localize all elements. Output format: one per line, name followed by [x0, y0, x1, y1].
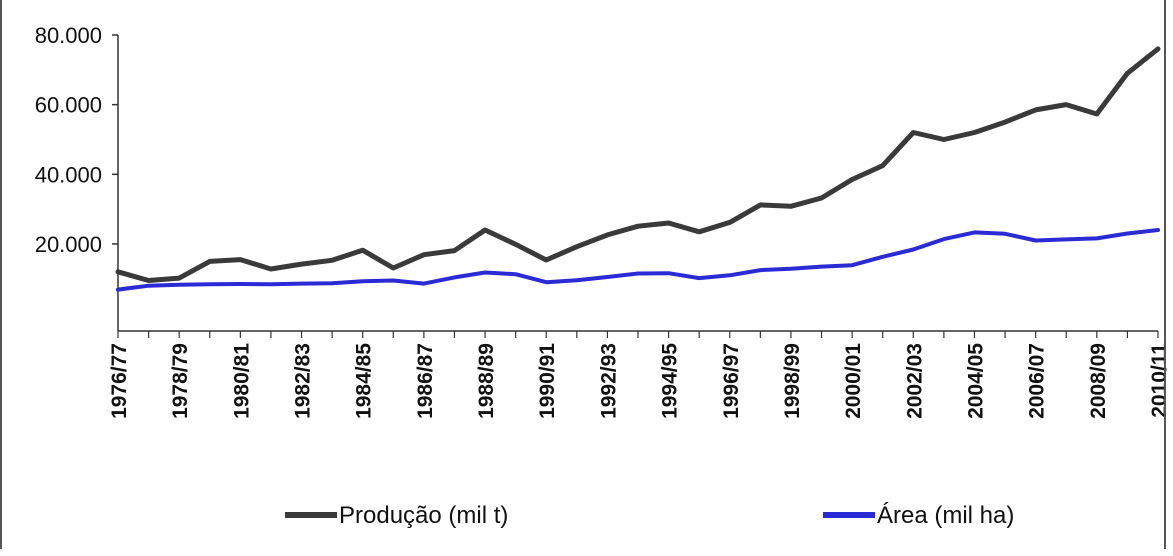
x-tick-label: 1980/81	[230, 343, 253, 419]
legend-item-producao: Produção (mil t)	[285, 502, 508, 529]
x-tick-label: 1996/97	[720, 343, 743, 419]
x-tick-label: 1998/99	[781, 343, 804, 419]
y-tick-label: 40.000	[35, 162, 102, 187]
x-tick-label: 1988/89	[475, 343, 498, 419]
x-tick-label: 1994/95	[659, 343, 682, 419]
y-tick-label: 60.000	[35, 93, 102, 118]
series-line-producao	[115, 46, 1161, 283]
series-line-area	[116, 228, 1160, 292]
x-tick-label: 1992/93	[597, 343, 620, 419]
x-tick-label: 2004/05	[964, 343, 987, 419]
x-tick-label: 2002/03	[903, 343, 926, 419]
y-tick-label: 20.000	[35, 232, 102, 257]
y-tick-label: 80.000	[35, 23, 102, 48]
legend-label: Área (mil ha)	[877, 502, 1014, 529]
x-tick-label: 1990/91	[536, 343, 559, 419]
legend-item-area: Área (mil ha)	[823, 502, 1014, 529]
x-tick-label: 2000/01	[842, 343, 865, 419]
legend-label: Produção (mil t)	[339, 502, 508, 529]
x-tick-label: 1982/83	[292, 343, 315, 419]
x-tick-label: 2006/07	[1026, 343, 1049, 419]
x-tick-label: 2008/09	[1087, 343, 1110, 419]
x-tick-label: 1978/79	[169, 343, 192, 419]
x-tick-label: 1984/85	[353, 343, 376, 419]
x-tick-label: 1986/87	[414, 343, 437, 419]
x-tick-label: 1976/77	[108, 343, 131, 419]
